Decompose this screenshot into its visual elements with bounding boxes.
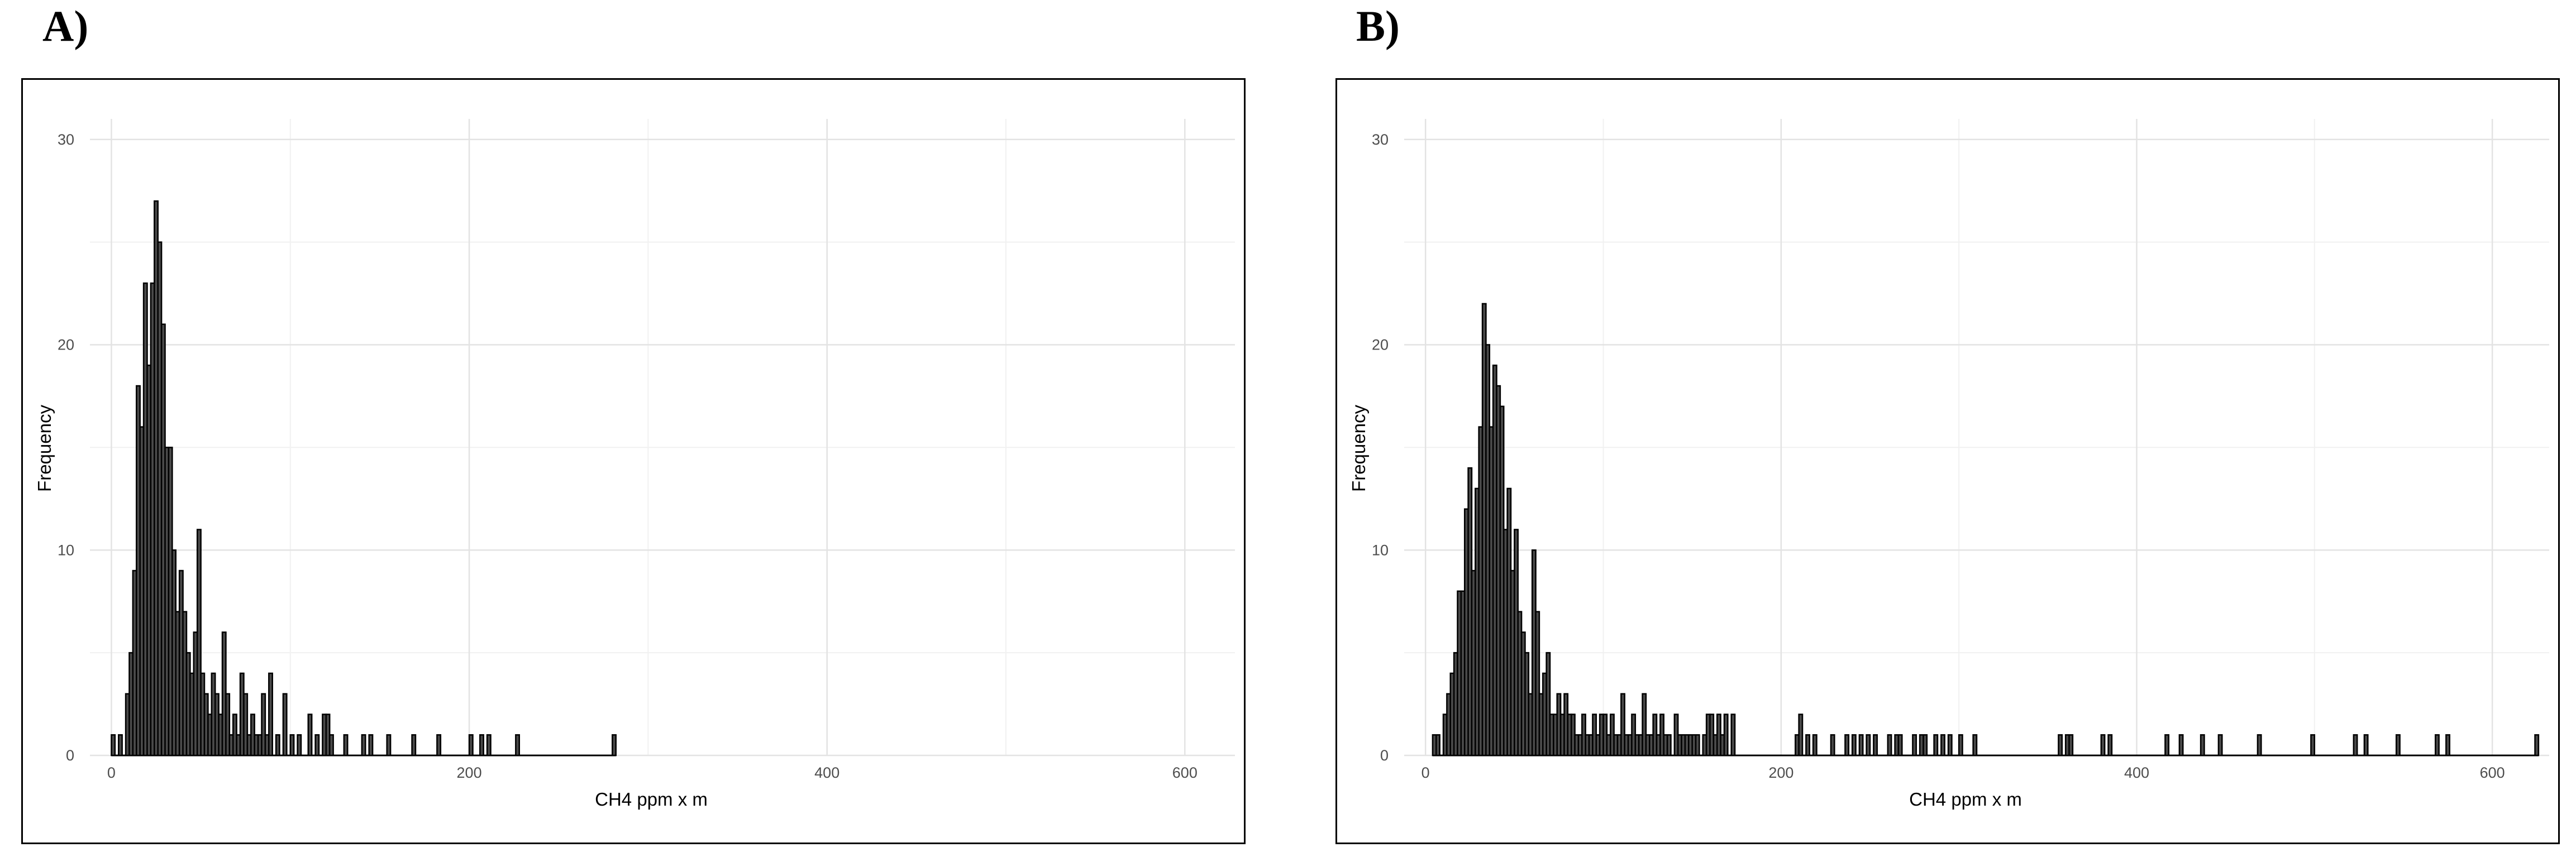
x-tick-label: 200 <box>1768 764 1793 781</box>
histogram-bar <box>1435 734 1440 757</box>
histogram-bar <box>1666 734 1672 757</box>
histogram-bar <box>343 734 349 757</box>
histogram-bar <box>268 672 273 757</box>
histogram-bar <box>1947 734 1953 757</box>
histogram-b-svg: 0 10 20 30 0 200 400 600 CH4 ppm x m Frequency <box>1348 119 2549 810</box>
histogram-bar <box>1923 734 1928 757</box>
histogram-bar <box>386 734 392 757</box>
histogram-bar <box>1933 734 1939 757</box>
histogram-bar <box>314 734 320 757</box>
histogram-bar <box>328 734 334 757</box>
y-tick-label: 30 <box>1372 131 1389 148</box>
x-tick-label: 600 <box>2480 764 2505 781</box>
histogram-bar <box>2217 734 2223 757</box>
histogram-bar <box>2068 734 2074 757</box>
histogram-bar <box>1897 734 1903 757</box>
histogram-bar <box>1858 734 1864 757</box>
histogram-bar <box>2100 734 2106 757</box>
histogram-bar <box>2200 734 2205 757</box>
x-axis-title: CH4 ppm x m <box>1909 789 2022 810</box>
panel-label-b: B) <box>1356 2 1400 50</box>
histogram-panel-a: 0 10 20 30 0 200 400 600 CH4 ppm x m Frequency <box>21 78 1246 844</box>
histogram-bar <box>1798 714 1804 757</box>
histogram-bar <box>2353 734 2358 757</box>
panel-label-a: A) <box>42 2 89 50</box>
y-axis-title: Frequency <box>1348 405 1369 492</box>
histogram-bar <box>261 693 266 757</box>
histogram-bar <box>1730 714 1736 757</box>
histogram-bar <box>1866 734 1871 757</box>
histogram-bar <box>1545 652 1551 757</box>
histogram-bar <box>2445 734 2450 757</box>
y-tick-label: 10 <box>1372 542 1389 558</box>
histogram-bar <box>243 693 249 757</box>
histogram-bar <box>289 734 295 757</box>
histogram-bar <box>1851 734 1857 757</box>
y-tick-label: 20 <box>1372 337 1389 353</box>
histogram-bar <box>1887 734 1892 757</box>
histogram-bar <box>307 714 313 757</box>
histogram-bar <box>468 734 474 757</box>
histogram-bar <box>118 734 123 757</box>
histogram-bar <box>1620 693 1625 757</box>
x-tick-label: 600 <box>1172 764 1198 781</box>
histogram-bar <box>196 529 202 757</box>
histogram-bar <box>1940 734 1945 757</box>
y-tick-label: 10 <box>58 542 74 558</box>
histogram-bar <box>515 734 520 757</box>
y-tick-label: 0 <box>1380 747 1389 764</box>
histogram-bar <box>2257 734 2262 757</box>
histogram-bar <box>1812 734 1817 757</box>
y-tick-label: 0 <box>66 747 74 764</box>
histogram-bar <box>361 734 366 757</box>
x-tick-label: 400 <box>814 764 839 781</box>
x-tick-label: 400 <box>2124 764 2149 781</box>
histogram-a-svg: 0 10 20 30 0 200 400 600 CH4 ppm x m Frequency <box>34 119 1235 810</box>
histogram-bar <box>2107 734 2113 757</box>
histogram-bar <box>2310 734 2316 757</box>
histogram-bar <box>368 734 374 757</box>
histogram-bar <box>225 693 231 757</box>
x-tick-label: 0 <box>1421 764 1430 781</box>
histogram-bar <box>275 734 280 757</box>
x-tick-label: 200 <box>457 764 482 781</box>
histogram-bar <box>2363 734 2369 757</box>
x-axis-title: CH4 ppm x m <box>595 789 708 810</box>
histogram-bar <box>1972 734 1978 757</box>
histogram-bar <box>1535 611 1540 757</box>
histogram-bar <box>411 734 417 757</box>
histogram-bar <box>1873 734 1878 757</box>
histogram-bar <box>1844 734 1850 757</box>
histogram-bar <box>297 734 302 757</box>
histogram-bar <box>1805 734 1811 757</box>
histogram-bar <box>1642 693 1647 757</box>
histogram-bar <box>2058 734 2063 757</box>
histogram-bar <box>1912 734 1917 757</box>
histogram-bar <box>612 734 617 757</box>
histogram-bar <box>282 693 288 757</box>
histogram-bar <box>436 734 442 757</box>
y-tick-label: 30 <box>58 131 74 148</box>
histogram-bar <box>2178 734 2184 757</box>
histogram-bar <box>111 734 116 757</box>
histogram-panel-b: 0 10 20 30 0 200 400 600 CH4 ppm x m Frequency <box>1335 78 2560 844</box>
y-tick-label: 20 <box>58 337 74 353</box>
histogram-bar <box>1695 734 1700 757</box>
histogram-bar <box>1958 734 1963 757</box>
histogram-bar <box>2164 734 2170 757</box>
histogram-bar <box>1723 714 1729 757</box>
histogram-bar <box>2435 734 2440 757</box>
histogram-bar <box>486 734 492 757</box>
x-tick-label: 0 <box>107 764 116 781</box>
histogram-bar <box>479 734 484 757</box>
histogram-bar <box>1830 734 1835 757</box>
histogram-bar <box>2534 734 2540 757</box>
histogram-bar <box>2395 734 2401 757</box>
y-axis-title: Frequency <box>34 405 55 492</box>
